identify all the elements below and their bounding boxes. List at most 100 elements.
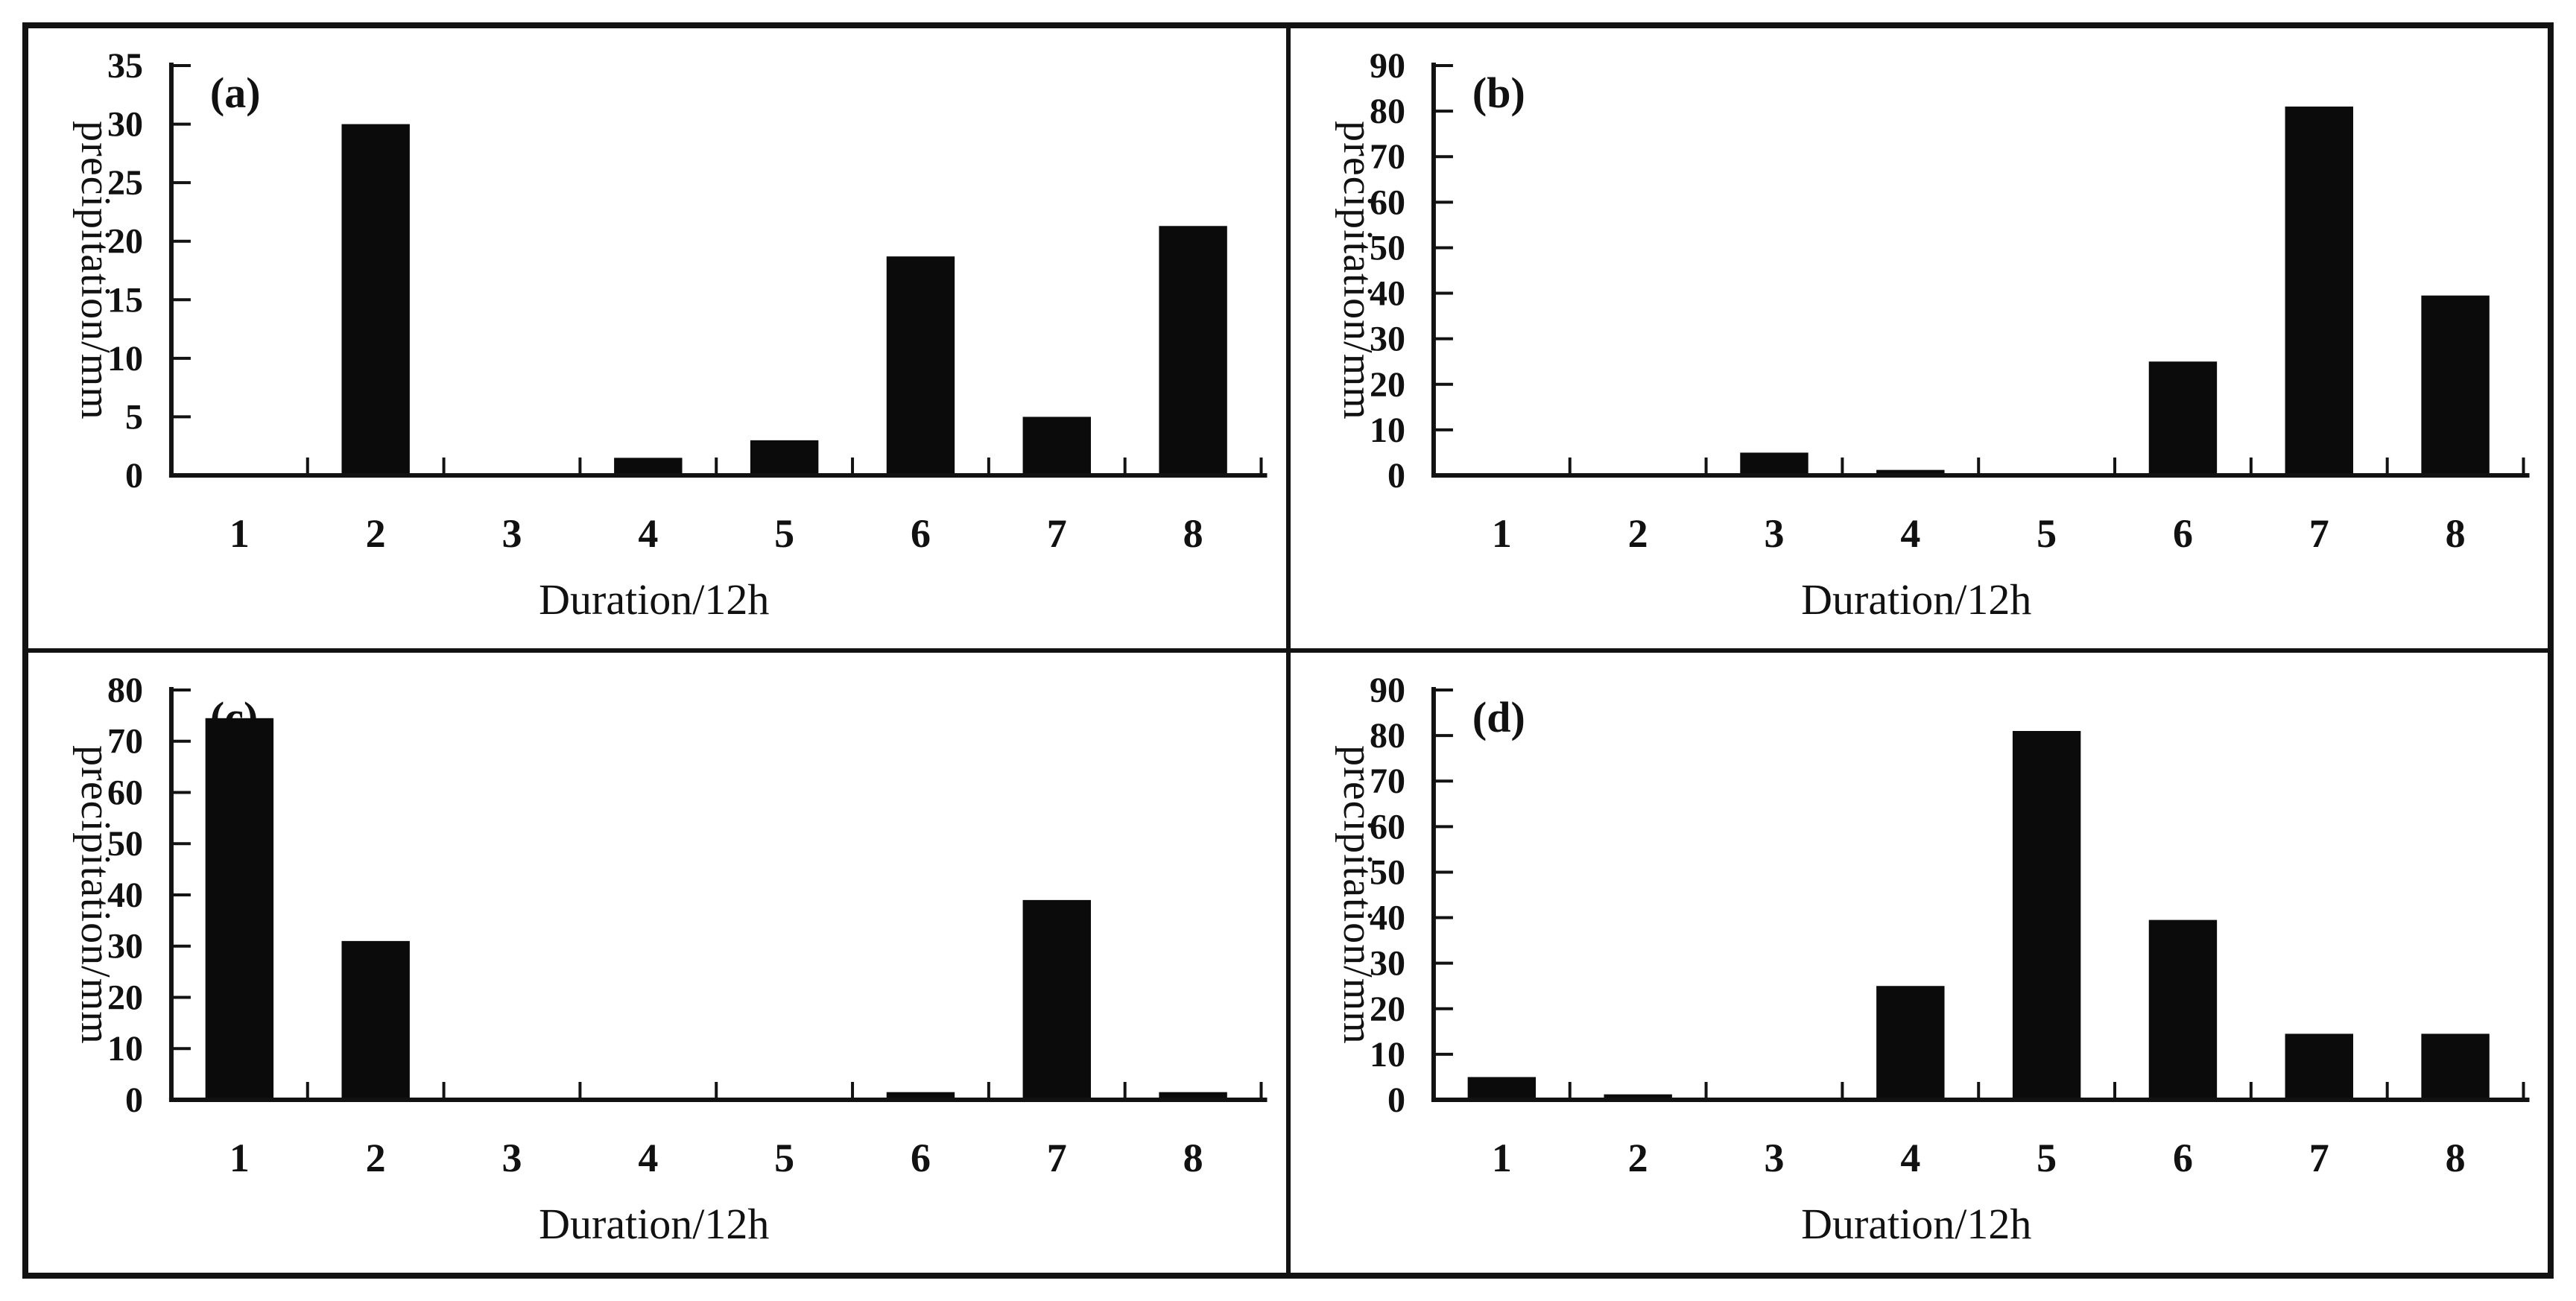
x-tick-label: 3 (1764, 1136, 1784, 1180)
x-tick-label: 3 (1764, 511, 1784, 556)
x-tick-label: 5 (774, 511, 794, 556)
panel-c-y-axis-title: precipitation/mm (72, 745, 118, 1045)
y-tick-label: 80 (1369, 92, 1405, 131)
x-tick-label: 8 (2445, 511, 2465, 556)
panel-c-chart: (c) Duration/12h precipitation/mm 010203… (72, 671, 1268, 1248)
x-tick-label: 4 (1900, 511, 1920, 556)
panel-b-y-axis-title: precipitation/mm (1334, 121, 1380, 420)
y-tick-label: 50 (1369, 228, 1405, 268)
x-tick-label: 1 (1491, 1136, 1511, 1180)
y-tick-label: 90 (1369, 671, 1405, 710)
x-tick-label: 5 (774, 1136, 794, 1180)
y-tick-label: 20 (107, 222, 143, 262)
y-tick-label: 30 (107, 927, 143, 966)
y-tick-label: 0 (1387, 456, 1405, 496)
x-tick-label: 3 (501, 511, 522, 556)
bar (341, 124, 410, 476)
x-tick-label: 8 (2445, 1136, 2465, 1180)
bar (614, 458, 683, 475)
panel-b: (b) Duration/12h precipitation/mm 0 10 20 3… (1288, 28, 2548, 650)
y-tick-label: 50 (1369, 852, 1405, 892)
y-tick-label: 80 (107, 671, 143, 710)
x-tick-label: 7 (2308, 511, 2329, 556)
bar (1876, 986, 1945, 1100)
bar (205, 718, 274, 1100)
panel-b-x-axis-title: Duration/12h (1801, 575, 2031, 624)
bar (2012, 731, 2080, 1100)
x-tick-label: 2 (366, 1136, 386, 1180)
bar (1159, 1092, 1227, 1100)
panel-d-letter: (d) (1472, 693, 1525, 741)
panel-d-y-axis-title: precipitation/mm (1334, 745, 1380, 1045)
x-tick-label: 7 (1047, 1136, 1067, 1180)
x-tick-label: 6 (2172, 511, 2192, 556)
x-tick-label: 1 (230, 1136, 250, 1180)
y-tick-label: 10 (107, 339, 143, 379)
bar (1603, 1094, 1672, 1100)
y-tick-label: 60 (1369, 807, 1405, 846)
y-tick-label: 20 (107, 978, 143, 1017)
x-tick-label: 7 (1047, 511, 1067, 556)
y-tick-label: 20 (1369, 990, 1405, 1029)
y-tick-label: 70 (1369, 137, 1405, 177)
bar (2285, 1033, 2353, 1100)
bar (2148, 919, 2217, 1100)
bar (1022, 899, 1091, 1100)
bar (1159, 226, 1227, 475)
bar (1739, 452, 1808, 475)
x-tick-label: 2 (1627, 1136, 1648, 1180)
x-tick-label: 6 (911, 511, 931, 556)
bar (2420, 295, 2490, 475)
bar (750, 440, 819, 475)
y-tick-label: 0 (125, 1080, 143, 1120)
x-tick-label: 3 (501, 1136, 522, 1180)
bar (1022, 417, 1091, 475)
x-tick-label: 2 (1627, 511, 1648, 556)
y-tick-label: 15 (107, 280, 143, 320)
x-tick-label: 5 (2037, 1136, 2057, 1180)
y-tick-label: 60 (107, 773, 143, 812)
panel-d-x-axis-title: Duration/12h (1801, 1200, 2031, 1248)
bar (2285, 107, 2353, 475)
y-tick-label: 30 (1369, 320, 1405, 359)
x-tick-label: 6 (911, 1136, 931, 1180)
x-tick-label: 7 (2308, 1136, 2329, 1180)
x-tick-label: 1 (230, 511, 250, 556)
bar (2148, 361, 2217, 475)
y-tick-label: 50 (107, 824, 143, 864)
x-tick-label: 5 (2037, 511, 2057, 556)
y-tick-label: 35 (107, 46, 143, 86)
panel-d: (d) Duration/12h precipitation/mm 0 10 20 3… (1288, 650, 2548, 1273)
x-tick-label: 4 (638, 1136, 658, 1180)
bar (2420, 1033, 2490, 1100)
panel-a-letter: (a) (210, 69, 261, 117)
x-tick-label: 6 (2172, 1136, 2192, 1180)
y-tick-label: 30 (107, 105, 143, 145)
panel-b-letter: (b) (1472, 69, 1525, 117)
panel-a-y-axis-title: precipitation/mm (72, 121, 118, 420)
y-tick-label: 70 (1369, 762, 1405, 801)
panel-a: (a) Duration/12h precipitation/mm 0 5 10 15… (28, 28, 1288, 650)
y-tick-label: 10 (107, 1029, 143, 1069)
panel-a-chart: (a) Duration/12h precipitation/mm 051015… (72, 46, 1268, 624)
x-tick-label: 8 (1183, 1136, 1203, 1180)
panel-c: (c) Duration/12h precipitation/mm 0 10 20 3… (28, 650, 1288, 1273)
y-tick-label: 30 (1369, 944, 1405, 984)
y-tick-label: 60 (1369, 183, 1405, 222)
panel-b-chart: (b) Duration/12h precipitation/mm 0 10 20 3… (1334, 46, 2530, 624)
y-tick-label: 25 (107, 163, 143, 203)
y-tick-label: 20 (1369, 365, 1405, 405)
bar (886, 1092, 955, 1100)
x-tick-label: 2 (366, 511, 386, 556)
y-tick-label: 40 (1369, 274, 1405, 314)
bar (1467, 1077, 1536, 1100)
y-tick-label: 40 (1369, 899, 1405, 938)
y-tick-label: 90 (1369, 46, 1405, 86)
y-tick-label: 0 (1387, 1080, 1405, 1120)
figure-frame: (a) Duration/12h precipitation/mm 0 5 10 15… (22, 22, 2554, 1279)
y-tick-label: 5 (125, 397, 143, 437)
y-tick-label: 80 (1369, 716, 1405, 756)
panel-a-x-axis-title: Duration/12h (539, 575, 769, 624)
y-tick-label: 10 (1369, 411, 1405, 450)
